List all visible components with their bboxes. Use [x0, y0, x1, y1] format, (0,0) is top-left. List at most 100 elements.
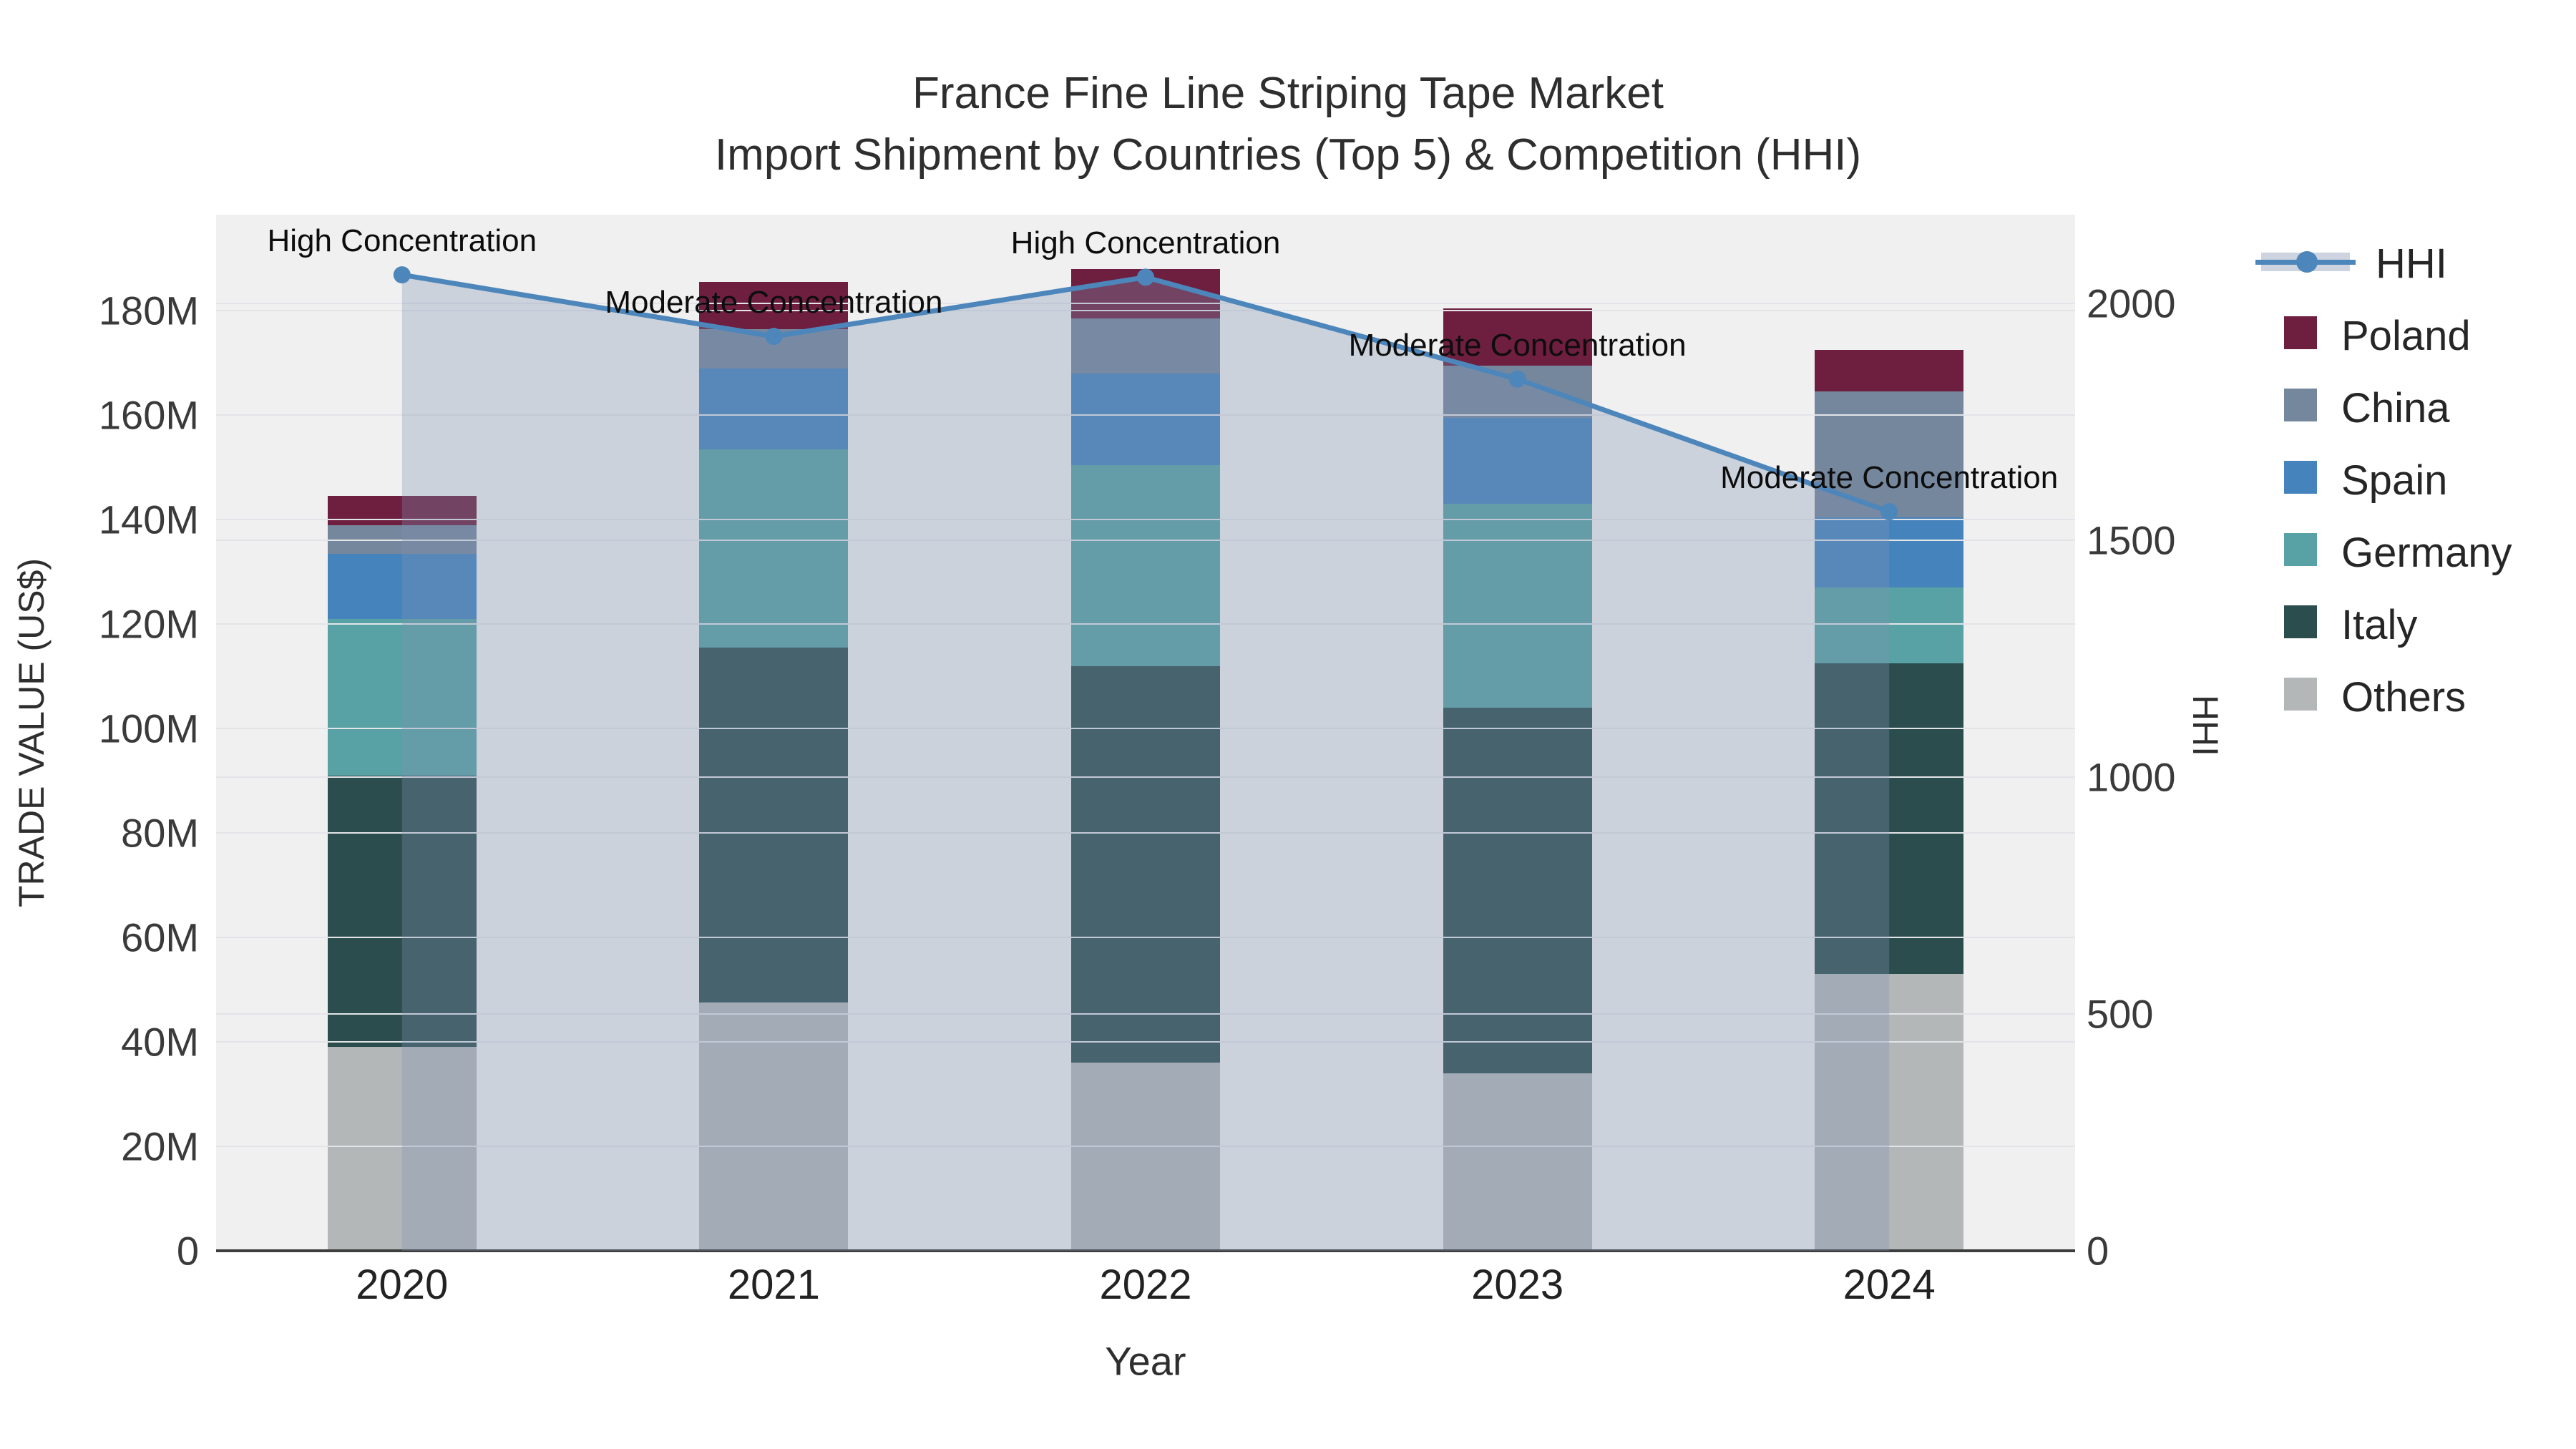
left-tick-140M: 140M: [98, 497, 199, 542]
bar-segment-spain-2023: [1443, 417, 1592, 504]
gridline-trade-180M: [216, 310, 2075, 312]
legend-label-italy: Italy: [2341, 602, 2418, 648]
legend-swatch-others: [2284, 678, 2317, 711]
bar-segment-spain-2022: [1071, 373, 1220, 465]
legend-swatch-spain: [2284, 461, 2317, 494]
legend-label-germany: Germany: [2341, 530, 2512, 576]
bar-segment-others-2020: [327, 1047, 477, 1251]
right-tick-500: 500: [2087, 991, 2154, 1037]
right-tick-0: 0: [2087, 1228, 2109, 1274]
gridline-hhi-1500: [216, 539, 2075, 541]
bar-segment-china-2020: [327, 525, 477, 554]
bar-segment-china-2022: [1071, 318, 1220, 374]
x-tick-2022: 2022: [1099, 1262, 1192, 1308]
left-tick-80M: 80M: [121, 810, 199, 856]
x-tick-2023: 2023: [1471, 1262, 1564, 1308]
right-tick-1500: 1500: [2087, 517, 2176, 563]
left-tick-180M: 180M: [98, 288, 199, 333]
legend-swatch-germany: [2284, 533, 2317, 566]
bar-segment-italy-2022: [1071, 665, 1220, 1063]
legend-item-china[interactable]: China: [2261, 385, 2576, 439]
bar-segment-others-2022: [1071, 1063, 1220, 1251]
bar-segment-germany-2023: [1443, 504, 1592, 708]
bar-segment-others-2021: [699, 1002, 849, 1251]
bar-segment-germany-2024: [1815, 587, 1964, 663]
annotation-2023: Moderate Concentration: [1348, 327, 1687, 363]
bar-segment-others-2023: [1443, 1073, 1592, 1251]
legend-label-spain: Spain: [2341, 457, 2448, 504]
right-tick-1000: 1000: [2087, 754, 2176, 800]
legend: HHI Poland China Spain Germany Italy Others: [2255, 0, 2576, 1449]
annotation-2024: Moderate Concentration: [1720, 460, 2059, 496]
gridline-trade-60M: [216, 937, 2075, 939]
hhi-marker-2024: [1880, 503, 1898, 521]
legend-item-germany[interactable]: Germany: [2261, 530, 2576, 583]
bar-segment-spain-2020: [327, 553, 477, 619]
hhi-marker-2020: [393, 266, 411, 284]
left-tick-60M: 60M: [121, 914, 199, 960]
bar-segment-germany-2020: [327, 618, 477, 776]
legend-swatch-poland: [2284, 316, 2317, 349]
bar-segment-spain-2021: [699, 368, 849, 449]
left-tick-120M: 120M: [98, 601, 199, 647]
annotation-2020: High Concentration: [267, 223, 537, 259]
bar-segment-poland-2023: [1443, 308, 1592, 366]
right-axis-title: HHI: [2185, 694, 2225, 757]
legend-item-italy[interactable]: Italy: [2261, 602, 2576, 655]
left-tick-100M: 100M: [98, 706, 199, 751]
legend-label-china: China: [2341, 385, 2450, 431]
gridline-trade-160M: [216, 414, 2075, 416]
gridline-trade-140M: [216, 519, 2075, 521]
hhi-legend-marker-icon: [2296, 251, 2318, 273]
hhi-marker-2021: [765, 328, 783, 346]
bar-segment-spain-2024: [1815, 517, 1964, 588]
left-tick-0: 0: [176, 1228, 199, 1274]
bar-segment-italy-2020: [327, 775, 477, 1048]
bar-segment-germany-2022: [1071, 464, 1220, 666]
legend-label-others: Others: [2341, 674, 2467, 721]
x-axis-line: [216, 1249, 2075, 1252]
x-tick-2020: 2020: [356, 1262, 449, 1308]
hhi-marker-2022: [1137, 268, 1154, 286]
gridline-trade-80M: [216, 832, 2075, 834]
hhi-marker-2023: [1508, 370, 1526, 388]
gridline-hhi-2000: [216, 302, 2075, 304]
gridline-hhi-1000: [216, 776, 2075, 778]
bar-segment-italy-2023: [1443, 707, 1592, 1073]
gridline-trade-40M: [216, 1041, 2075, 1043]
x-tick-2024: 2024: [1843, 1262, 1936, 1308]
hhi-area-fill: [401, 275, 1890, 1251]
bar-segment-poland-2021: [699, 282, 849, 329]
chart-title-line2: Import Shipment by Countries (Top 5) & C…: [714, 130, 1862, 180]
gridline-trade-120M: [216, 623, 2075, 625]
x-tick-2021: 2021: [727, 1262, 820, 1308]
left-tick-20M: 20M: [121, 1123, 199, 1169]
gridline-trade-20M: [216, 1146, 2075, 1148]
chart-title-line1: France Fine Line Striping Tape Market: [912, 69, 1664, 118]
gridline-hhi-500: [216, 1013, 2075, 1015]
plot-area: [216, 215, 2075, 1251]
bar-segment-poland-2024: [1815, 350, 1964, 392]
legend-item-spain[interactable]: Spain: [2261, 457, 2576, 511]
chart-title: France Fine Line Striping Tape Market Im…: [0, 63, 2576, 186]
gridline-trade-100M: [216, 728, 2075, 730]
bar-segment-others-2024: [1815, 974, 1964, 1251]
left-tick-40M: 40M: [121, 1019, 199, 1065]
left-tick-160M: 160M: [98, 392, 199, 438]
bar-segment-italy-2024: [1815, 663, 1964, 975]
left-axis-title: TRADE VALUE (US$): [11, 557, 52, 908]
legend-label-poland: Poland: [2341, 313, 2471, 359]
annotation-2022: High Concentration: [1010, 225, 1281, 261]
legend-item-hhi[interactable]: HHI: [2255, 240, 2576, 294]
legend-label-hhi: HHI: [2376, 240, 2447, 287]
x-axis-title: Year: [1105, 1338, 1186, 1384]
right-tick-2000: 2000: [2087, 280, 2176, 326]
bar-segment-germany-2021: [699, 449, 849, 648]
hhi-overlay-svg: [393, 266, 1898, 1251]
annotation-2021: Moderate Concentration: [605, 285, 943, 321]
legend-swatch-china: [2284, 389, 2317, 421]
bar-segment-italy-2021: [699, 648, 849, 1003]
legend-item-others[interactable]: Others: [2261, 674, 2576, 728]
legend-item-poland[interactable]: Poland: [2261, 313, 2576, 366]
